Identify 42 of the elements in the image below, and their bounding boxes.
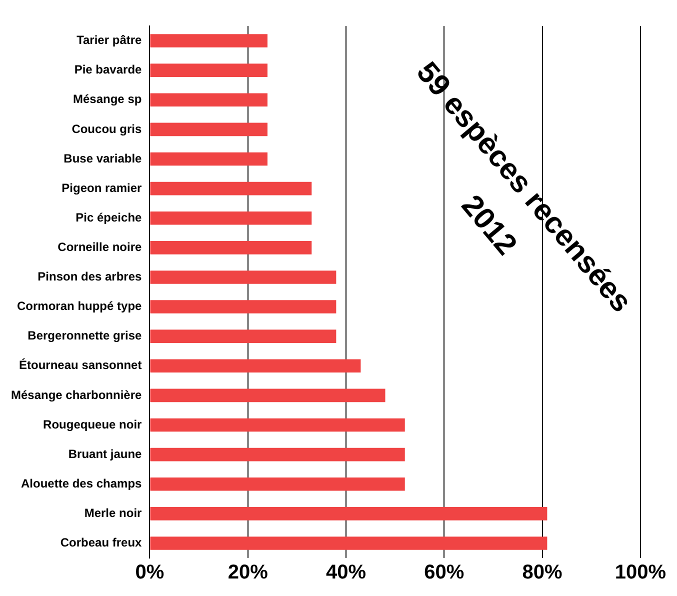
x-tick-label: 40% [326,562,366,584]
y-tick-label: Corbeau freux [60,536,142,550]
x-tick-label: 20% [228,562,268,584]
bar [150,34,268,48]
y-tick-label: Pic épeiche [76,210,142,224]
x-tick-label: 80% [522,562,563,584]
y-tick-label: Mésange sp [73,92,142,106]
y-tick-label: Merle noir [84,506,142,520]
x-tick-label: 100% [614,562,666,584]
bar [150,418,405,432]
y-tick-label: Étourneau sansonnet [19,358,142,372]
y-tick-label: Pie bavarde [74,62,142,77]
y-tick-label: Corneille noire [58,240,142,254]
y-tick-label: Tarier pâtre [76,33,142,48]
bar [150,507,548,520]
y-tick-label: Alouette des champs [21,476,142,490]
bar [150,211,312,225]
bar [150,270,336,284]
x-tick-label: 60% [424,562,464,584]
y-tick-label: Coucou gris [72,122,142,136]
bar [150,93,268,107]
bar [150,330,336,343]
bar [150,64,268,77]
y-tick-label: Cormoran huppé type [17,299,142,314]
bar [150,359,361,373]
y-tick-label: Buse variable [64,151,142,166]
bar [150,448,405,462]
y-tick-label: Pigeon ramier [62,180,142,195]
x-tick-label: 0% [135,562,164,584]
y-tick-label: Rougequeue noir [43,417,142,432]
y-tick-label: Bergeronnette grise [28,328,142,343]
y-tick-label: Pinson des arbres [38,270,142,284]
bar [150,241,312,254]
y-tick-label: Mésange charbonnière [10,388,142,402]
bar [150,122,268,136]
bar [150,536,548,550]
bar [150,152,268,166]
bar [150,388,386,402]
bar [150,182,312,196]
bar [150,300,336,314]
y-tick-label: Bruant jaune [68,446,142,461]
bar [150,477,405,491]
